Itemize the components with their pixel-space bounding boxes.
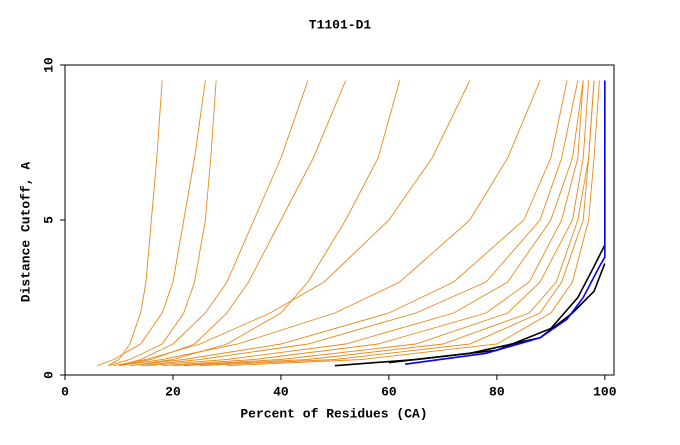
series-line: [140, 80, 579, 367]
series-line: [334, 244, 606, 367]
x-tick-label: 60: [381, 384, 397, 399]
series-line: [388, 263, 606, 364]
series-line: [129, 80, 401, 367]
x-tick-label: 100: [593, 384, 617, 399]
plot-frame: [64, 64, 615, 376]
series-line: [129, 80, 568, 367]
y-tick-label: 5: [41, 216, 56, 224]
series-line: [145, 80, 584, 367]
series-line: [97, 80, 206, 367]
series-line: [172, 80, 590, 367]
series-line: [118, 80, 309, 367]
series-line: [183, 80, 595, 367]
series-line: [404, 80, 606, 365]
x-tick-label: 40: [273, 384, 289, 399]
x-tick-label: 80: [489, 384, 505, 399]
x-tick-label: 0: [61, 384, 69, 399]
series-line: [108, 80, 217, 367]
series-line: [162, 80, 584, 367]
series-line: [113, 80, 471, 367]
series-line: [118, 80, 347, 367]
x-tick-label: 20: [165, 384, 181, 399]
y-tick-label: 0: [41, 371, 56, 379]
y-axis-label: Distance Cutoff, A: [18, 162, 33, 303]
series-line: [226, 80, 600, 367]
series-line: [118, 80, 541, 367]
series-line: [107, 80, 163, 367]
chart-title: T1101-D1: [309, 17, 372, 32]
x-axis-label: Percent of Residues (CA): [240, 406, 427, 421]
series-line: [199, 80, 595, 367]
y-tick-label: 10: [41, 57, 56, 73]
